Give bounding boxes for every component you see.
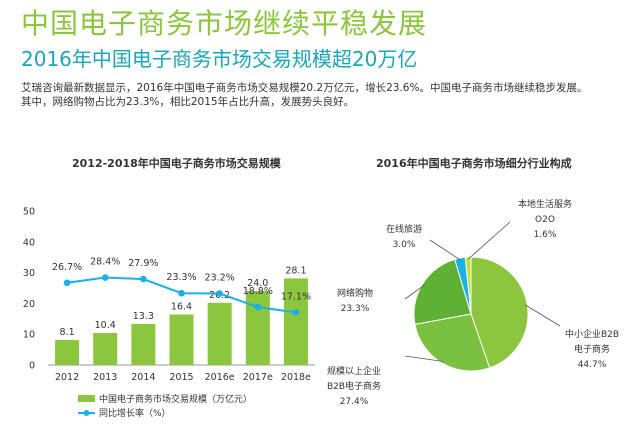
x-tick-label: 2017e <box>243 372 273 383</box>
page-subtitle: 2016年中国电子商务市场交易规模超20万亿 <box>21 47 418 71</box>
growth-rate-label: 23.2% <box>205 273 235 284</box>
growth-rate-point <box>254 303 262 311</box>
bar <box>283 278 308 365</box>
growth-rate-point <box>292 309 300 316</box>
bar <box>245 291 270 365</box>
pie-slice-label: O2O <box>535 215 555 225</box>
pie-slice <box>413 258 472 325</box>
pie-leader-line <box>467 221 511 260</box>
legend-line-marker <box>83 410 90 416</box>
bar-data-label: 13.3 <box>133 311 154 322</box>
y-tick-label: 10 <box>23 330 35 341</box>
x-tick-label: 2012 <box>55 372 79 383</box>
pie-slice-label: 3.0% <box>393 240 416 250</box>
growth-rate-label: 17.1% <box>281 291 311 302</box>
pie-leader-line <box>429 239 461 261</box>
y-tick-label: 30 <box>23 268 35 279</box>
pie-slice-label: 23.3% <box>341 304 370 314</box>
growth-rate-point <box>140 275 147 283</box>
description-line: 其中，网络购物占比为23.3%，相比2015年占比升高，发展势头良好。 <box>21 96 355 108</box>
x-tick-label: 2013 <box>93 372 117 383</box>
growth-rate-label: 27.9% <box>128 258 158 269</box>
y-tick-label: 50 <box>23 207 35 218</box>
growth-rate-point <box>63 279 71 287</box>
y-tick-label: 40 <box>23 237 35 248</box>
bar-data-label: 8.1 <box>60 327 75 338</box>
pie-chart-title: 2016年中国电子商务市场细分行业构成 <box>376 157 572 170</box>
bar-chart-title: 2012-2018年中国电子商务市场交易规模 <box>72 157 281 170</box>
legend-line-label: 同比增长率（%） <box>99 407 171 419</box>
bar-data-label: 28.1 <box>285 265 306 276</box>
pie-slice <box>470 256 529 369</box>
pie-slice <box>414 313 491 372</box>
x-tick-label: 2016e <box>205 372 235 383</box>
growth-rate-label: 26.7% <box>52 262 82 273</box>
x-tick-label: 2015 <box>169 372 193 383</box>
legend-bar-label: 中国电子商务市场交易规模（万亿元） <box>99 393 252 405</box>
pie-slice-label: 本地生活服务 <box>518 198 572 210</box>
legend-bar-swatch <box>78 395 95 402</box>
bar-data-label: 24.0 <box>247 278 268 289</box>
bar <box>207 302 232 365</box>
growth-rate-point <box>101 274 109 281</box>
bar <box>169 314 194 365</box>
pie-slice-label: 1.6% <box>534 230 557 240</box>
x-tick-label: 2014 <box>131 372 155 383</box>
bar <box>93 332 118 365</box>
y-tick-label: 0 <box>29 361 35 372</box>
description-line: 艾瑞咨询最新数据显示，2016年中国电子商务市场交易规模20.2万亿元，增长23… <box>21 82 588 94</box>
pie-slice-label: 27.4% <box>340 397 369 407</box>
growth-rate-point <box>216 290 223 297</box>
growth-rate-point <box>178 289 185 297</box>
pie-leader-line <box>404 284 425 300</box>
bar <box>55 340 80 365</box>
growth-rate-label: 28.4% <box>90 257 120 268</box>
pie-slice-label: 中小企业B2B <box>565 328 619 340</box>
pie-slice-label: 电子商务 <box>574 343 610 355</box>
pie-leader-line <box>525 304 561 327</box>
page-title: 中国电子商务市场继续平稳发展 <box>21 7 428 40</box>
pie-slice-label: B2B电子商务 <box>327 380 381 392</box>
growth-rate-label: 18.8% <box>243 286 273 297</box>
pie-slice-label: 规模以上企业 <box>327 365 381 377</box>
bar-data-label: 16.4 <box>171 301 192 312</box>
pie-slice-label: 44.7% <box>578 360 607 370</box>
pie-slice-label: 网络购物 <box>337 287 373 299</box>
bar-data-label: 10.4 <box>95 320 116 331</box>
bar <box>131 324 156 365</box>
pie-slice-label: 在线旅游 <box>386 223 422 235</box>
y-tick-label: 20 <box>23 299 35 310</box>
growth-rate-label: 23.3% <box>166 272 196 283</box>
description: 艾瑞咨询最新数据显示，2016年中国电子商务市场交易规模20.2万亿元，增长23… <box>21 81 621 109</box>
x-tick-label: 2018e <box>281 372 311 383</box>
pie-leader-line <box>404 355 444 362</box>
